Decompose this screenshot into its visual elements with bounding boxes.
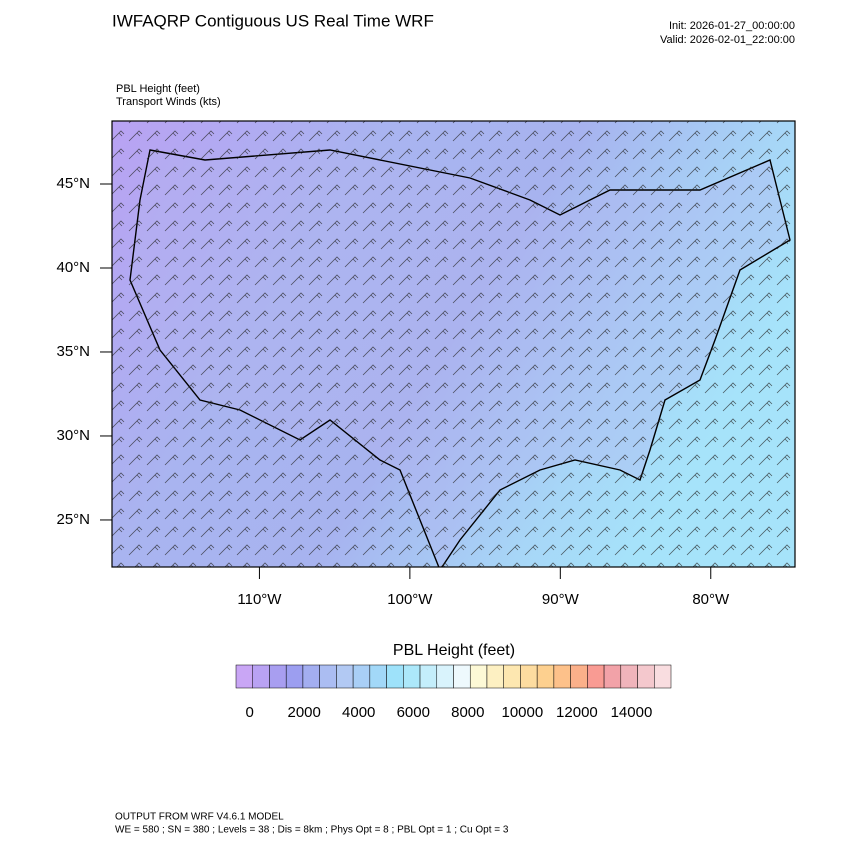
colorbar-tick-label: 10000 — [502, 704, 544, 721]
colorbar-tick-label: 0 — [245, 704, 253, 721]
lat-tick-label: 45°N — [56, 175, 90, 192]
lon-tick-label: 100°W — [387, 591, 433, 608]
colorbar-box — [302, 664, 320, 689]
colorbar-box — [570, 664, 588, 689]
colorbar-box — [269, 664, 287, 689]
title: IWFAQRP Contiguous US Real Time WRF — [112, 11, 434, 30]
colorbar-tick-label: 2000 — [287, 704, 320, 721]
colorbar-box — [252, 664, 270, 689]
colorbar-title: PBL Height (feet) — [393, 642, 515, 659]
colorbar-tick-label: 14000 — [611, 704, 653, 721]
colorbar-box — [285, 664, 304, 689]
lat-tick-label: 35°N — [56, 343, 90, 360]
lon-tick-label: 110°W — [237, 591, 282, 608]
colorbar-box — [620, 664, 638, 689]
colorbar-box — [453, 664, 471, 689]
colorbar-box — [503, 664, 521, 689]
colorbar-tick-label: 8000 — [451, 704, 484, 721]
map — [112, 121, 795, 567]
footer-config: WE = 580 ; SN = 380 ; Levels = 38 ; Dis … — [115, 825, 509, 836]
colorbar-box — [520, 664, 538, 689]
colorbar-box — [386, 664, 404, 689]
colorbar-box — [369, 664, 387, 689]
footer-model: OUTPUT FROM WRF V4.6.1 MODEL — [115, 812, 284, 823]
colorbar-box — [486, 664, 504, 689]
colorbar-box — [536, 664, 555, 689]
colorbar-tick-label: 12000 — [556, 704, 598, 721]
colorbar-box — [654, 664, 672, 689]
colorbar-box — [419, 664, 438, 689]
map-frame — [111, 120, 796, 568]
lon-tick-label: 80°W — [692, 591, 730, 608]
colorbar-tick-label: 4000 — [342, 704, 375, 721]
field-label: Transport Winds (kts) — [116, 96, 221, 108]
colorbar-box — [553, 664, 571, 689]
lat-tick-label: 25°N — [56, 511, 90, 528]
colorbar-box — [336, 664, 354, 689]
colorbar-box — [352, 664, 371, 689]
lon-tick-label: 90°W — [542, 591, 580, 608]
field-label: PBL Height (feet) — [116, 83, 200, 95]
init-time: Init: 2026-01-27_00:00:00 — [669, 20, 795, 32]
colorbar-box — [436, 664, 454, 689]
valid-time: Valid: 2026-02-01_22:00:00 — [660, 34, 795, 46]
wind-barbs — [112, 121, 795, 567]
lat-tick-label: 30°N — [56, 427, 90, 444]
colorbar-box — [603, 664, 622, 689]
colorbar-box — [403, 664, 421, 689]
colorbar-box — [319, 664, 337, 689]
colorbar-box — [587, 664, 605, 689]
colorbar-box — [469, 664, 488, 689]
colorbar-box — [637, 664, 655, 689]
colorbar-box — [235, 664, 253, 689]
lat-tick-label: 40°N — [56, 259, 90, 276]
colorbar-tick-label: 6000 — [397, 704, 430, 721]
